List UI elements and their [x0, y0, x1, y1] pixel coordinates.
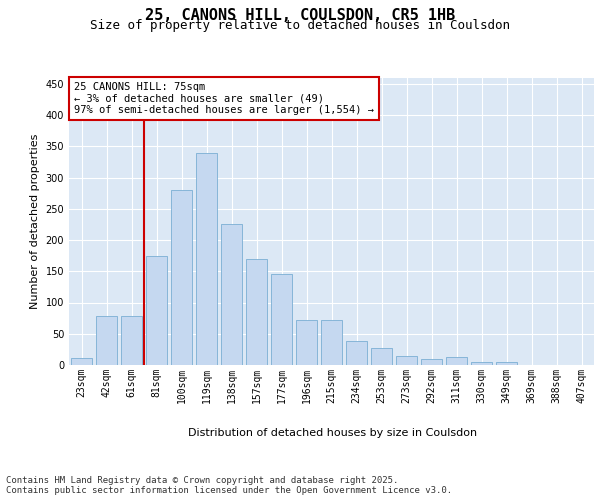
Bar: [346, 341, 367, 365]
Text: Contains HM Land Registry data © Crown copyright and database right 2025.
Contai: Contains HM Land Registry data © Crown c…: [6, 476, 452, 495]
Bar: [396, 356, 417, 365]
Bar: [421, 359, 442, 365]
Bar: [321, 320, 342, 365]
Bar: [171, 190, 192, 365]
Text: Size of property relative to detached houses in Coulsdon: Size of property relative to detached ho…: [90, 19, 510, 32]
Bar: [96, 316, 117, 365]
Bar: [496, 362, 517, 365]
Bar: [121, 316, 142, 365]
Text: 25 CANONS HILL: 75sqm
← 3% of detached houses are smaller (49)
97% of semi-detac: 25 CANONS HILL: 75sqm ← 3% of detached h…: [74, 82, 374, 115]
Y-axis label: Number of detached properties: Number of detached properties: [30, 134, 40, 309]
Text: Distribution of detached houses by size in Coulsdon: Distribution of detached houses by size …: [188, 428, 478, 438]
Bar: [146, 256, 167, 365]
Bar: [446, 357, 467, 365]
Bar: [196, 152, 217, 365]
Bar: [371, 348, 392, 365]
Bar: [471, 362, 492, 365]
Text: 25, CANONS HILL, COULSDON, CR5 1HB: 25, CANONS HILL, COULSDON, CR5 1HB: [145, 8, 455, 22]
Bar: [71, 358, 92, 365]
Bar: [296, 320, 317, 365]
Bar: [221, 224, 242, 365]
Bar: [246, 259, 267, 365]
Bar: [271, 274, 292, 365]
